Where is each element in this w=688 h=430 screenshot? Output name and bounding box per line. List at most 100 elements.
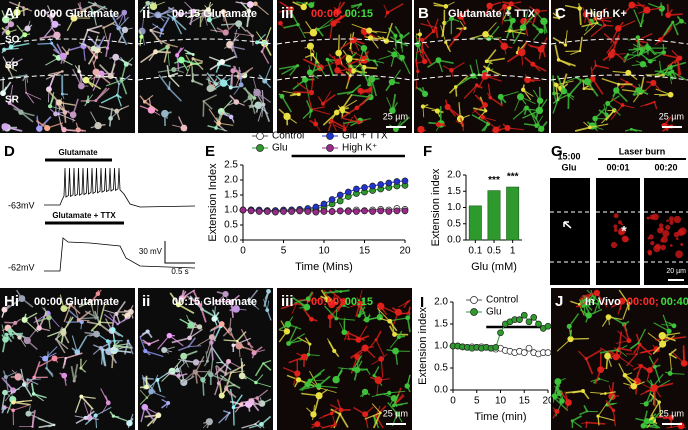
cell-body <box>653 100 656 104</box>
cell-body <box>339 290 343 293</box>
cell-process <box>302 110 312 120</box>
cell-process <box>486 57 505 63</box>
layer-boundary <box>276 74 413 81</box>
scale-label: 25 µm <box>659 408 684 418</box>
cell-process <box>471 114 489 125</box>
panel-label: D <box>4 143 15 160</box>
cell-body <box>667 91 674 98</box>
data-point <box>320 208 328 215</box>
cell-body <box>659 70 662 73</box>
cell-process <box>565 390 584 394</box>
cell-body <box>620 103 625 108</box>
x-tick-label: 15 <box>359 246 371 257</box>
cell-body <box>597 300 600 303</box>
cell-body <box>171 66 177 73</box>
cell-body <box>516 93 525 101</box>
cell-process <box>139 336 146 352</box>
time-red: 00:00; <box>311 8 343 20</box>
cell-process <box>389 390 406 394</box>
cell-body <box>191 53 195 56</box>
cell-process <box>373 366 380 376</box>
cell-body <box>98 321 102 324</box>
cell-body <box>444 103 451 111</box>
x-tick-label: 0 <box>450 396 456 407</box>
cell-process <box>143 377 154 380</box>
cell-process <box>73 305 80 321</box>
cell-body <box>8 21 15 28</box>
cell-process <box>619 347 632 352</box>
data-point <box>344 188 352 196</box>
cell-body <box>635 353 638 356</box>
cell-process <box>103 20 117 29</box>
cell-body <box>661 50 667 55</box>
cell-process <box>377 307 391 322</box>
cell-body <box>92 12 95 15</box>
cell-process <box>373 416 379 425</box>
cell-process <box>248 97 256 109</box>
legend-marker <box>256 132 264 140</box>
y-tick-label: 1.5 <box>224 190 238 201</box>
cell-body <box>536 97 544 104</box>
cell-body <box>93 330 100 338</box>
red-signal <box>659 227 664 232</box>
cell-body <box>392 331 398 337</box>
cell-process <box>398 301 408 308</box>
cell-body <box>379 411 382 415</box>
cell-process <box>87 29 100 34</box>
cell-process <box>163 44 170 63</box>
cell-process <box>224 412 230 421</box>
cell-process <box>33 393 47 399</box>
cell-process <box>332 15 345 23</box>
cell-process <box>157 335 170 350</box>
cell-process <box>662 314 670 332</box>
x-tick-label: 10 <box>495 396 507 407</box>
panel-label: ii <box>142 5 150 22</box>
cell-process <box>364 412 381 420</box>
cell-body <box>235 342 243 350</box>
data-point <box>520 311 528 319</box>
cell-body <box>260 50 264 53</box>
x-tick-label: 20 <box>542 396 554 407</box>
cell-body <box>306 42 314 50</box>
cell-process <box>115 300 126 315</box>
cell-body <box>7 328 13 334</box>
cell-process <box>48 70 63 76</box>
cell-process <box>356 95 371 109</box>
cell-process <box>589 123 609 129</box>
cell-body <box>315 383 322 389</box>
cell-process <box>192 57 204 63</box>
cell-body <box>617 82 621 86</box>
red-signal <box>673 215 682 224</box>
cell-body <box>391 403 396 408</box>
time-red: 00:00; <box>311 296 343 308</box>
cell-process <box>139 397 148 405</box>
cell-process <box>84 310 98 319</box>
cell-process <box>81 395 96 399</box>
cell-process <box>219 374 235 386</box>
cell-process <box>532 63 547 72</box>
cell-process <box>618 289 630 304</box>
cell-body <box>55 337 58 341</box>
time-green: 00:15 <box>345 296 373 308</box>
legend-marker <box>256 144 264 152</box>
cell-body <box>22 32 28 38</box>
cell-body <box>657 400 661 404</box>
cell-body <box>300 3 307 11</box>
cell-body <box>396 335 401 340</box>
cell-process <box>169 335 184 347</box>
cell-body <box>360 44 368 52</box>
cell-body <box>357 87 364 94</box>
red-signal <box>669 220 674 225</box>
red-signal <box>660 244 667 251</box>
arrow <box>563 221 572 229</box>
cell-body <box>296 92 301 97</box>
cell-body <box>68 302 73 307</box>
cell-process <box>203 100 213 110</box>
cell-process <box>243 374 257 383</box>
cell-process <box>323 305 337 320</box>
layer-boundary <box>0 74 136 81</box>
cell-process <box>371 403 381 414</box>
cell-body <box>145 396 149 399</box>
cell-process <box>157 68 174 73</box>
cell-process <box>308 354 320 357</box>
